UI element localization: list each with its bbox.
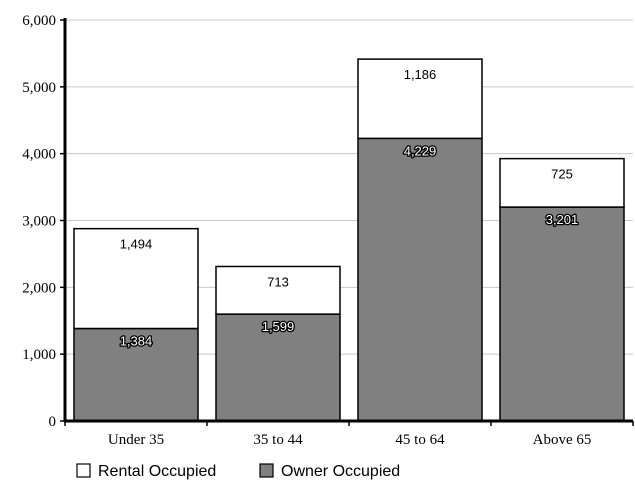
x-tick-label: Above 65	[533, 432, 592, 448]
bar-owner-occupied	[499, 206, 625, 422]
y-tick-label: 6,000	[22, 13, 56, 29]
bar-owner-occupied	[357, 137, 483, 422]
y-tick-label: 3,000	[22, 214, 56, 230]
data-label-rental: 1,494	[120, 237, 153, 252]
y-tick-label: 5,000	[22, 80, 56, 96]
x-tick-label: 45 to 64	[395, 432, 445, 448]
data-label-rental: 713	[267, 274, 289, 289]
legend-label: Owner Occupied	[281, 463, 400, 480]
legend-swatch	[76, 463, 91, 478]
data-label-rental: 1,186	[404, 67, 437, 82]
y-tick-label: 0	[49, 414, 57, 430]
bars	[73, 58, 625, 422]
y-tick-label: 4,000	[22, 147, 56, 163]
y-tick-label: 2,000	[22, 280, 56, 296]
bar-owner-occupied	[215, 313, 341, 422]
legend-swatch	[259, 463, 274, 478]
x-tick-label: Under 35	[108, 432, 164, 448]
data-label-owner: 1,599	[262, 319, 295, 334]
data-label-rental: 725	[551, 167, 573, 182]
data-label-owner: 3,201	[546, 212, 579, 227]
bar-rental-occupied	[499, 157, 625, 208]
x-tick-label: 35 to 44	[253, 432, 303, 448]
bar-rental-occupied	[73, 227, 199, 330]
y-tick-label: 1,000	[22, 347, 56, 363]
legend: Rental Occupied Owner Occupied	[76, 463, 400, 480]
legend-label: Rental Occupied	[98, 463, 216, 480]
bar-rental-occupied	[357, 58, 483, 140]
axes: 0 1,000 2,000 3,000 4,000 5,000 6,000 Under 35 3…	[22, 13, 634, 448]
data-label-owner: 4,229	[404, 143, 437, 158]
bar-rental-occupied	[215, 265, 341, 315]
data-label-owner: 1,384	[120, 334, 153, 349]
data-labels: 1,384 1,494 1,599 713 4,229 1,186 3,201 725	[118, 67, 579, 350]
